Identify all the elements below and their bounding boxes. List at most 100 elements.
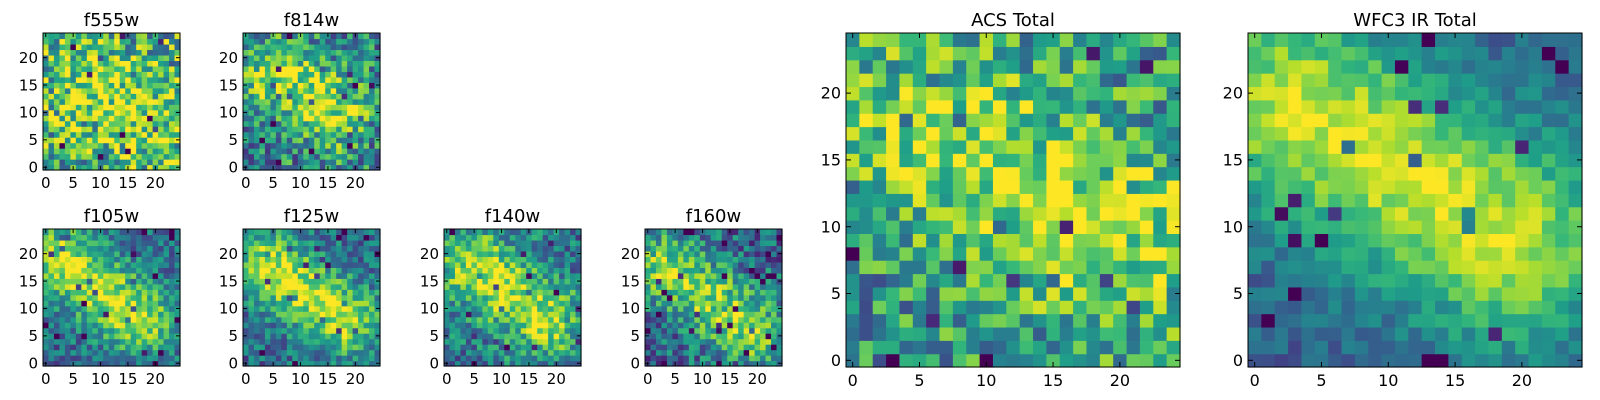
heatmap-cell — [48, 60, 55, 67]
heatmap-cell — [59, 360, 66, 367]
heatmap-cell — [1381, 340, 1396, 355]
heatmap-cell — [158, 360, 165, 367]
heatmap-cell — [264, 82, 271, 89]
heatmap-cell — [358, 229, 365, 236]
heatmap-cell — [264, 360, 271, 367]
heatmap-cell — [53, 338, 61, 345]
heatmap-cell — [275, 164, 282, 171]
heatmap-cell — [655, 245, 663, 252]
heatmap-cell — [872, 59, 887, 74]
heatmap-cell — [912, 59, 927, 74]
heatmap-cell — [130, 71, 137, 78]
heatmap-cell — [515, 283, 522, 290]
heatmap-cell — [163, 109, 170, 116]
heatmap-cell — [86, 49, 93, 56]
heatmap-cell — [152, 120, 159, 127]
heatmap-cell — [542, 327, 549, 334]
heatmap-cell — [158, 272, 165, 279]
heatmap-cell — [1153, 59, 1168, 74]
heatmap-cell — [688, 267, 695, 274]
heatmap-cell — [363, 93, 370, 100]
heatmap-cell — [1448, 286, 1463, 301]
heatmap-cell — [297, 82, 304, 89]
heatmap-cell — [248, 38, 255, 45]
heatmap-cell — [487, 229, 494, 236]
heatmap-cell — [325, 239, 332, 247]
heatmap-cell — [286, 43, 293, 51]
heatmap-cell — [1394, 260, 1409, 275]
heatmap-cell — [966, 179, 981, 194]
heatmap-cell — [1099, 166, 1114, 181]
heatmap-cell — [509, 300, 516, 307]
heatmap-cell — [460, 261, 467, 268]
heatmap-cell — [776, 349, 783, 356]
heatmap-cell — [163, 294, 170, 301]
heatmap-cell — [243, 65, 250, 72]
heatmap-cell — [1248, 233, 1262, 248]
heatmap-cell — [53, 229, 61, 236]
heatmap-cell — [59, 76, 66, 83]
heatmap-cell — [504, 272, 511, 279]
heatmap-cell — [369, 305, 376, 312]
heatmap-cell — [721, 355, 728, 362]
heatmap-cell — [694, 229, 701, 236]
heatmap-cell — [43, 327, 50, 334]
heatmap-cell — [716, 300, 723, 307]
heatmap-cell — [526, 355, 533, 362]
heatmap-cell — [53, 131, 61, 138]
heatmap-cell — [314, 93, 321, 100]
heatmap-cell — [537, 239, 544, 247]
heatmap-cell — [352, 126, 359, 133]
heatmap-cell — [325, 137, 332, 144]
heatmap-cell — [952, 113, 967, 128]
heatmap-cell — [749, 283, 756, 290]
heatmap-cell — [683, 283, 690, 290]
heatmap-cell — [1126, 286, 1141, 301]
heatmap-cell — [136, 164, 143, 171]
heatmap-cell — [979, 139, 994, 154]
heatmap-cell — [1166, 300, 1181, 315]
heatmap-cell — [952, 326, 967, 341]
heatmap-cell — [1408, 206, 1423, 221]
heatmap-cell — [992, 260, 1007, 275]
x-tick-label: 0 — [241, 174, 251, 192]
heatmap-cell — [125, 43, 132, 51]
heatmap-cell — [444, 300, 451, 307]
heatmap-cell — [48, 104, 55, 111]
heatmap-cell — [108, 327, 115, 334]
heatmap-cell — [86, 115, 93, 122]
heatmap-cell — [666, 305, 673, 312]
heatmap-cell — [1541, 166, 1556, 181]
heatmap-cell — [1006, 33, 1021, 47]
heatmap-cell — [374, 338, 381, 345]
heatmap-cell — [1086, 86, 1101, 101]
heatmap-cell — [81, 239, 88, 247]
heatmap-cell — [760, 300, 767, 307]
heatmap-cell — [1099, 326, 1114, 341]
heatmap-cell — [645, 272, 652, 279]
heatmap-cell — [363, 338, 370, 345]
heatmap-cell — [1381, 206, 1396, 221]
heatmap-cell — [341, 267, 348, 274]
heatmap-cell — [286, 33, 293, 40]
heatmap-cell — [330, 98, 337, 105]
heatmap-cell — [509, 349, 516, 356]
heatmap-cell — [243, 76, 250, 83]
heatmap-cell — [297, 355, 304, 362]
heatmap-cell — [465, 333, 472, 340]
heatmap-cell — [1488, 340, 1503, 355]
heatmap-cell — [710, 322, 717, 329]
heatmap-cell — [169, 256, 176, 263]
heatmap-cell — [710, 261, 717, 268]
heatmap-cell — [966, 313, 981, 328]
heatmap-cell — [92, 126, 99, 133]
heatmap-cell — [471, 338, 478, 345]
heatmap-cell — [53, 344, 61, 351]
heatmap-cell — [81, 65, 88, 72]
heatmap-cell — [939, 220, 954, 234]
heatmap-cell — [358, 327, 365, 334]
heatmap-cell — [248, 256, 255, 263]
heatmap-cell — [771, 289, 778, 296]
heatmap-cell — [476, 239, 483, 247]
heatmap-cell — [738, 278, 745, 285]
